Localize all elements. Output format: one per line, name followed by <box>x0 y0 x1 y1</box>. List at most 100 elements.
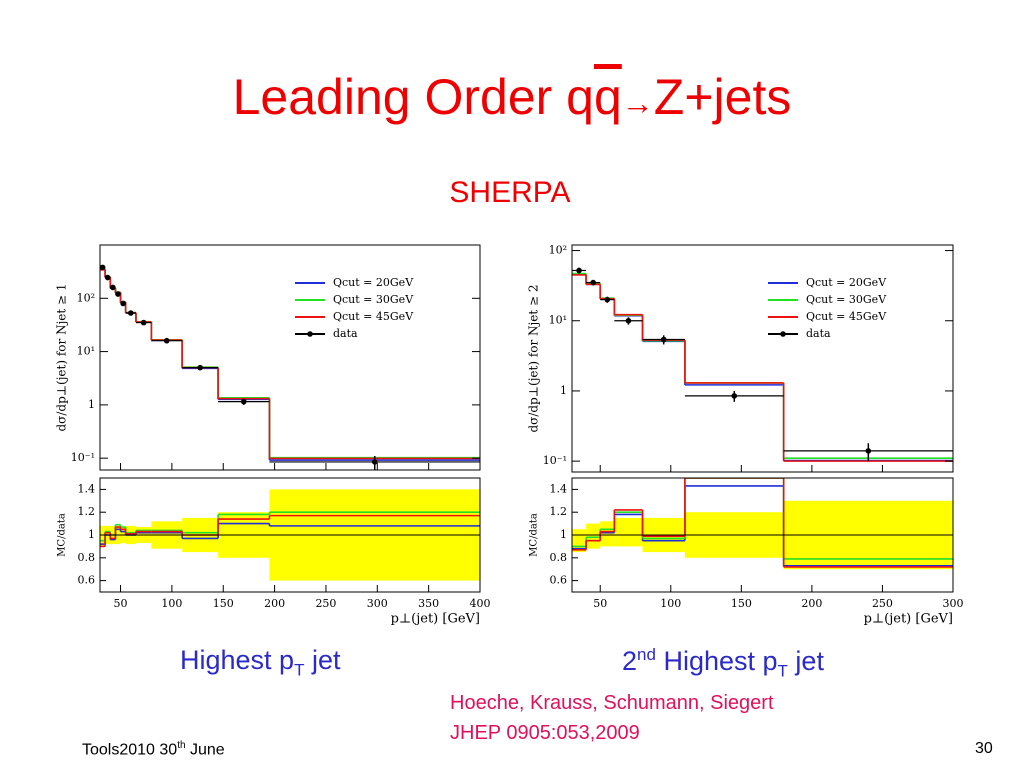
x-tick-label: 150 <box>731 597 752 610</box>
caption-text: jet <box>787 646 824 676</box>
caption-text: jet <box>304 645 341 675</box>
y-tick-label: 1.2 <box>550 505 568 518</box>
reference: Hoeche, Krauss, Schumann, Siegert <box>450 692 774 714</box>
data-point <box>371 459 378 465</box>
y-tick-label: 0.6 <box>550 574 568 587</box>
data-point <box>197 364 203 371</box>
y-tick-label: 1.2 <box>78 505 96 518</box>
uncertainty-band <box>100 525 106 547</box>
subtitle: SHERPA <box>449 176 571 209</box>
y-tick-label: 1.4 <box>78 482 96 495</box>
y-tick-label: 10⁻¹ <box>543 454 567 467</box>
x-tick-label: 100 <box>660 597 681 610</box>
data-point <box>163 337 170 344</box>
legend-label: Qcut = 45GeV <box>806 310 887 323</box>
data-point <box>120 300 126 307</box>
title-text: Leading Order q <box>232 69 594 125</box>
frame <box>99 244 481 471</box>
data-point <box>115 291 121 297</box>
legend-label: Qcut = 30GeV <box>806 293 887 306</box>
x-axis-label: p⊥(jet) [GeV] <box>391 612 480 627</box>
title-arrow: → <box>621 85 654 121</box>
ratio-panel <box>572 478 953 570</box>
footer: Tools2010 30th June <box>82 740 225 759</box>
legend-label: data <box>806 327 831 340</box>
y-tick-label: 1 <box>560 528 567 541</box>
data-point <box>576 267 582 274</box>
y-tick-label: 1.4 <box>550 482 568 495</box>
main-panel <box>100 264 480 470</box>
x-tick-label: 200 <box>264 597 285 610</box>
x-tick-label: 100 <box>161 597 182 610</box>
data-point <box>110 284 116 291</box>
y-axis-label: dσ/dp⊥(jet) for Njet ≥ 2 <box>527 284 541 432</box>
x-tick-label: 50 <box>593 597 607 610</box>
frame <box>571 244 954 473</box>
data-point <box>865 448 872 454</box>
y-tick-label: 10¹ <box>549 314 567 327</box>
y-tick-label: 1 <box>88 398 95 411</box>
x-tick-label: 400 <box>470 597 491 610</box>
caption-text: Highest p <box>180 645 295 675</box>
legend-label: Qcut = 20GeV <box>806 276 887 289</box>
y-tick-label: 1 <box>88 528 95 541</box>
y-tick-label: 1 <box>560 384 567 397</box>
page-number: 30 <box>975 740 993 757</box>
y-tick-label: 10⁻¹ <box>71 451 95 464</box>
caption-left: Highest pT jet <box>180 645 341 680</box>
y-tick-label: 0.8 <box>78 551 96 564</box>
legend-marker <box>307 331 313 337</box>
data-point <box>140 319 147 326</box>
caption-text: Highest p <box>655 646 778 676</box>
data-point <box>731 393 738 399</box>
title-qbar: q <box>593 69 622 125</box>
legend-marker <box>780 331 786 337</box>
data-point <box>590 279 596 286</box>
reference: JHEP 0905:053,2009 <box>450 722 640 744</box>
y-tick-label: 10² <box>549 244 567 257</box>
y-tick-label: 0.6 <box>78 574 96 587</box>
title-rest: Z+jets <box>653 69 792 125</box>
y-tick-label: 10¹ <box>77 345 95 358</box>
caption-text: 2 <box>622 646 638 676</box>
x-tick-label: 200 <box>801 597 822 610</box>
legend-label: Qcut = 30GeV <box>333 293 414 306</box>
data-point <box>604 296 611 303</box>
x-axis-label: p⊥(jet) [GeV] <box>864 612 953 627</box>
data-point <box>104 274 111 281</box>
data-point <box>100 264 106 271</box>
uncertainty-band <box>600 521 615 547</box>
slide-title: Leading Order qq→Z+jets <box>0 68 1024 126</box>
y-axis-label: MC/data <box>529 513 540 557</box>
y-axis-label: MC/data <box>57 513 68 557</box>
legend-label: data <box>333 327 358 340</box>
data-point <box>625 317 632 324</box>
footer-sup: th <box>177 740 186 751</box>
x-tick-label: 300 <box>367 597 388 610</box>
y-tick-label: 10² <box>77 291 95 304</box>
x-tick-label: 150 <box>213 597 234 610</box>
footer-text: Tools2010 30 <box>82 741 178 759</box>
uncertainty-band <box>586 523 601 549</box>
x-tick-label: 300 <box>943 597 964 610</box>
legend-label: Qcut = 20GeV <box>333 276 414 289</box>
data-point <box>128 310 134 316</box>
main-panel <box>572 267 953 462</box>
caption-sub: T <box>294 660 305 680</box>
x-tick-label: 250 <box>872 597 893 610</box>
x-tick-label: 50 <box>114 597 128 610</box>
data-point <box>240 398 247 405</box>
caption-sup: nd <box>637 645 656 664</box>
x-tick-label: 350 <box>418 597 439 610</box>
y-tick-label: 0.8 <box>550 551 568 564</box>
caption-sub: T <box>777 661 788 681</box>
x-tick-label: 250 <box>315 597 336 610</box>
footer-text: June <box>185 741 225 759</box>
y-axis-label: dσ/dp⊥(jet) for Njet ≥ 1 <box>55 283 69 431</box>
caption-right: 2nd Highest pT jet <box>622 645 824 681</box>
uncertainty-band <box>614 517 643 547</box>
legend-label: Qcut = 45GeV <box>333 310 414 323</box>
data-point <box>660 336 667 343</box>
